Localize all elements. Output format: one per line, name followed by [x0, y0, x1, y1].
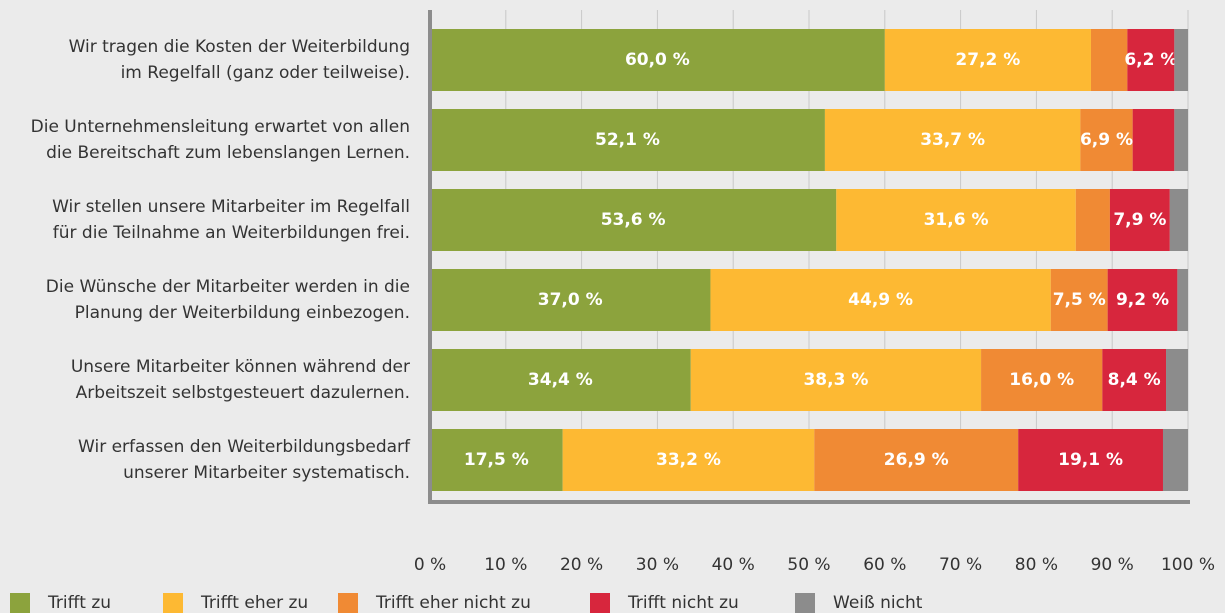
legend-label: Trifft nicht zu: [627, 593, 739, 613]
bar-segment: [690, 349, 982, 411]
bar-segment: [1162, 429, 1188, 491]
bar-segment: [1166, 349, 1188, 411]
x-tick-label: 30 %: [636, 555, 679, 575]
bar-segment: [836, 189, 1076, 251]
value-label: 52,1 %: [595, 130, 660, 150]
bar-segment: [430, 109, 825, 171]
bar-segment: [814, 429, 1019, 491]
bar-segment: [710, 269, 1051, 331]
legend-swatch: [795, 593, 815, 613]
bar-segment: [1050, 269, 1108, 331]
x-tick-label: 90 %: [1091, 555, 1134, 575]
value-label: 7,9 %: [1113, 210, 1166, 230]
category-label: Die Unternehmensleitung erwartet von all…: [30, 117, 410, 163]
bar-segment: [1090, 29, 1128, 91]
bar-segment: [1075, 189, 1110, 251]
value-label: 19,1 %: [1058, 450, 1123, 470]
category-label: Wir tragen die Kosten der Weiterbildung …: [68, 37, 410, 83]
bar-segment: [1169, 189, 1188, 251]
value-label: 33,7 %: [920, 130, 985, 150]
bar-segment: [430, 29, 885, 91]
x-tick-label: 100 %: [1161, 555, 1215, 575]
x-tick-label: 50 %: [787, 555, 830, 575]
bar-segment: [430, 429, 563, 491]
value-label: 8,4 %: [1108, 370, 1161, 390]
legend-label: Trifft eher nicht zu: [375, 593, 531, 613]
legend-label: Trifft zu: [47, 593, 111, 613]
bar-segment: [824, 109, 1081, 171]
bar-segment: [1102, 349, 1167, 411]
bar-segment: [430, 349, 691, 411]
legend-swatch: [590, 593, 610, 613]
value-label: 33,2 %: [656, 450, 721, 470]
x-tick-label: 80 %: [1015, 555, 1058, 575]
value-label: 34,4 %: [528, 370, 593, 390]
x-tick-label: 10 %: [484, 555, 527, 575]
bar-segment: [1174, 109, 1188, 171]
value-label: 6,2 %: [1124, 50, 1177, 70]
value-label: 26,9 %: [884, 450, 949, 470]
value-label: 6,9 %: [1080, 130, 1133, 150]
category-label: Wir erfassen den Weiterbildungsbedarf un…: [78, 437, 410, 483]
bar-segment: [430, 269, 711, 331]
bar-segment: [1174, 29, 1188, 91]
bar-segment: [1080, 109, 1133, 171]
value-label: 7,5 %: [1053, 290, 1106, 310]
legend-label: Weiß nicht: [833, 593, 923, 613]
value-label: 17,5 %: [464, 450, 529, 470]
value-label: 44,9 %: [848, 290, 913, 310]
bar-segment: [1018, 429, 1163, 491]
bar-segment: [981, 349, 1103, 411]
bar-segment: [1127, 29, 1175, 91]
x-tick-label: 70 %: [939, 555, 982, 575]
value-label: 27,2 %: [955, 50, 1020, 70]
value-label: 60,0 %: [625, 50, 690, 70]
legend-swatch: [10, 593, 30, 613]
legend-label: Trifft eher zu: [200, 593, 308, 613]
x-tick-label: 60 %: [863, 555, 906, 575]
x-tick-label: 0 %: [414, 555, 446, 575]
bar-segment: [1177, 269, 1188, 331]
x-tick-label: 20 %: [560, 555, 603, 575]
value-label: 9,2 %: [1116, 290, 1169, 310]
legend-swatch: [163, 593, 183, 613]
bar-segment: [1107, 269, 1178, 331]
bar-segment: [1132, 109, 1175, 171]
x-tick-label: 40 %: [712, 555, 755, 575]
category-label: Wir stellen unsere Mitarbeiter im Regelf…: [52, 197, 410, 243]
bar-segment: [430, 189, 837, 251]
legend-swatch: [338, 593, 358, 613]
value-label: 53,6 %: [601, 210, 666, 230]
bar-segment: [1109, 189, 1170, 251]
bar-segment: [562, 429, 815, 491]
bar-segment: [884, 29, 1091, 91]
value-label: 38,3 %: [803, 370, 868, 390]
category-label: Unsere Mitarbeiter können während der Ar…: [70, 357, 410, 403]
value-label: 37,0 %: [538, 290, 603, 310]
value-label: 31,6 %: [924, 210, 989, 230]
category-label: Die Wünsche der Mitarbeiter werden in di…: [45, 277, 410, 323]
value-label: 16,0 %: [1009, 370, 1074, 390]
